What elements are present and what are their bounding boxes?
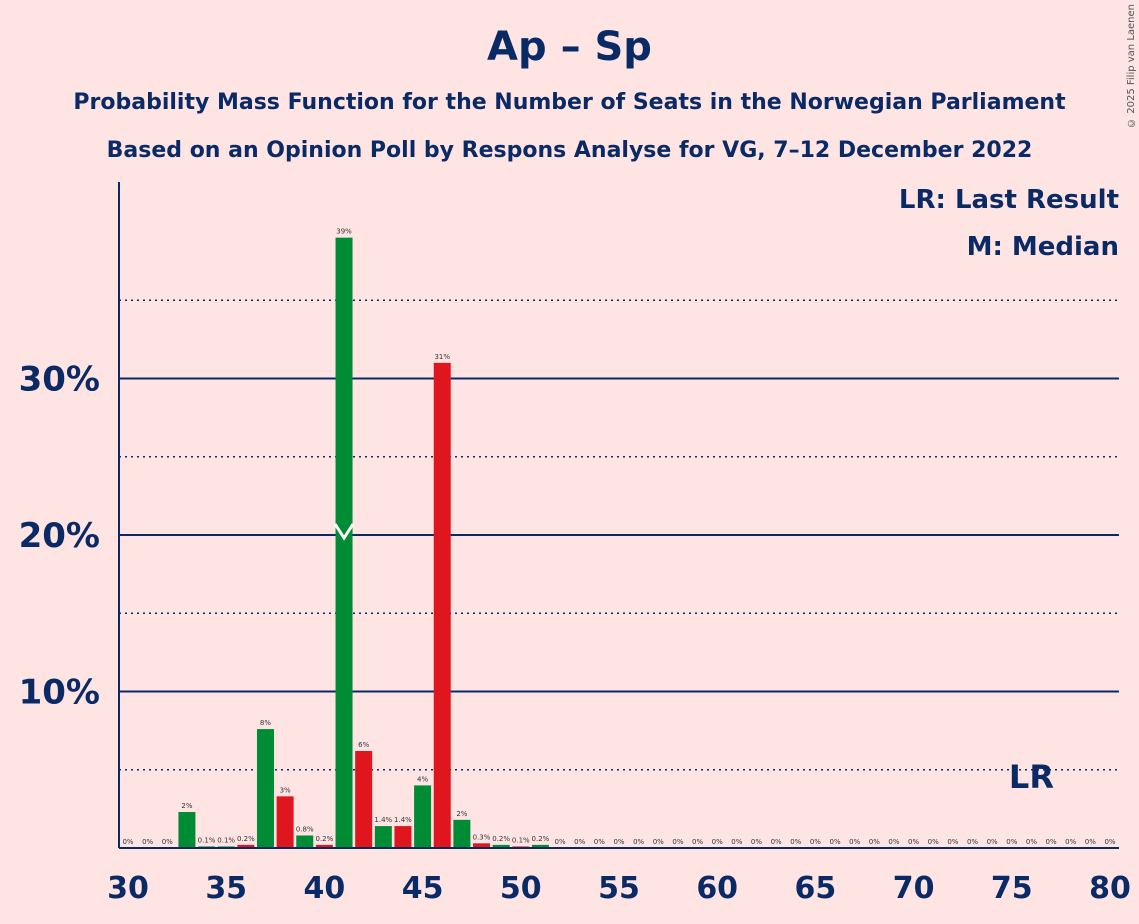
bar-value-label: 0% bbox=[1046, 838, 1057, 846]
legend-median: M: Median bbox=[966, 232, 1119, 262]
bar-seat-40 bbox=[315, 844, 333, 848]
x-tick-label: 65 bbox=[795, 871, 837, 906]
x-tick-label: 80 bbox=[1089, 871, 1131, 906]
y-tick-label: 20% bbox=[19, 516, 100, 556]
bar-value-label: 0% bbox=[987, 838, 998, 846]
bar-value-label: 0.3% bbox=[473, 833, 491, 841]
bar-value-label: 1.4% bbox=[374, 816, 392, 824]
median-marker bbox=[333, 523, 355, 541]
bar-value-label: 2% bbox=[456, 810, 467, 818]
bar-value-label: 0% bbox=[142, 838, 153, 846]
x-tick-label: 30 bbox=[107, 871, 149, 906]
bar-seat-39 bbox=[296, 835, 314, 848]
bar-value-label: 0% bbox=[1085, 838, 1096, 846]
bar-value-label: 4% bbox=[417, 775, 428, 783]
bar-value-label: 0% bbox=[790, 838, 801, 846]
axes: 10% 20% 30% 30 35 40 45 50 55 60 65 70 75 80 bbox=[19, 182, 1131, 906]
bar-seat-43 bbox=[374, 826, 392, 848]
bar-value-label: 0.2% bbox=[532, 835, 550, 843]
bar-value-label: 0% bbox=[672, 838, 683, 846]
bar-value-label: 0% bbox=[1065, 838, 1076, 846]
bar-value-label: 0.1% bbox=[512, 836, 530, 844]
bar-value-label: 0% bbox=[908, 838, 919, 846]
bar-seat-36 bbox=[237, 844, 255, 848]
bar-value-label: 0% bbox=[1026, 838, 1037, 846]
chart-title: Ap – Sp bbox=[487, 24, 652, 70]
x-tick-label: 60 bbox=[696, 871, 738, 906]
bar-seat-45 bbox=[414, 785, 432, 848]
x-tick-label: 35 bbox=[205, 871, 247, 906]
bar-value-label: 0% bbox=[692, 838, 703, 846]
bar-value-label: 0% bbox=[947, 838, 958, 846]
bar-value-label: 0% bbox=[162, 838, 173, 846]
bar-value-label: 0% bbox=[829, 838, 840, 846]
bar-value-label: 0.2% bbox=[316, 835, 334, 843]
bar-value-label: 0.1% bbox=[217, 836, 235, 844]
bar-seat-46 bbox=[433, 362, 451, 848]
bar-value-label: 3% bbox=[280, 786, 291, 794]
y-tick-label: 10% bbox=[19, 673, 100, 713]
chart-subtitle-1: Probability Mass Function for the Number… bbox=[73, 90, 1066, 115]
bar-value-label: 0% bbox=[928, 838, 939, 846]
bar-value-label: 31% bbox=[434, 353, 450, 361]
y-tick-label: 30% bbox=[19, 360, 100, 400]
legend-last-result: LR: Last Result bbox=[898, 185, 1119, 215]
bar-seat-51 bbox=[531, 844, 549, 848]
bar-seat-38 bbox=[276, 796, 294, 848]
bar-value-label: 0% bbox=[613, 838, 624, 846]
bar-value-label: 0% bbox=[1006, 838, 1017, 846]
bar-value-label: 0.8% bbox=[296, 825, 314, 833]
bar-seat-41 bbox=[335, 237, 353, 848]
bar-seat-49 bbox=[492, 844, 510, 848]
x-tick-label: 55 bbox=[598, 871, 640, 906]
bar-value-label: 0% bbox=[869, 838, 880, 846]
x-tick-label: 50 bbox=[500, 871, 542, 906]
bar-value-label: 0% bbox=[849, 838, 860, 846]
bar-value-label: 39% bbox=[336, 228, 352, 236]
bar-value-label: 0% bbox=[888, 838, 899, 846]
bar-value-label: 0% bbox=[731, 838, 742, 846]
bar-value-label: 0% bbox=[122, 838, 133, 846]
bar-seat-33 bbox=[178, 812, 196, 848]
bar-seat-47 bbox=[453, 819, 471, 848]
bar-value-label: 0% bbox=[574, 838, 585, 846]
bar-value-label: 0% bbox=[633, 838, 644, 846]
x-tick-label: 40 bbox=[304, 871, 346, 906]
bar-seat-48 bbox=[473, 843, 491, 848]
bar-value-label: 0.2% bbox=[492, 835, 510, 843]
bar-value-label: 0% bbox=[967, 838, 978, 846]
last-result-marker: LR bbox=[1009, 758, 1054, 796]
bars bbox=[178, 237, 549, 848]
chart-subtitle-2: Based on an Opinion Poll by Respons Anal… bbox=[106, 138, 1033, 163]
bar-value-label: 0% bbox=[594, 838, 605, 846]
bar-value-label: 0% bbox=[555, 838, 566, 846]
bar-value-label: 2% bbox=[181, 802, 192, 810]
bar-labels: 0% 0% 0%2%0.1% 0.1% 0.2%8%3%0.8%0.2%39%6%1.4… bbox=[122, 228, 1115, 846]
bar-value-label: 0% bbox=[751, 838, 762, 846]
x-tick-label: 75 bbox=[991, 871, 1033, 906]
bar-seat-37 bbox=[256, 729, 274, 848]
bar-seat-44 bbox=[394, 826, 412, 848]
bar-value-label: 0% bbox=[771, 838, 782, 846]
bar-value-label: 1.4% bbox=[394, 816, 412, 824]
bar-value-label: 0% bbox=[653, 838, 664, 846]
bar-value-label: 8% bbox=[260, 719, 271, 727]
bar-value-label: 0% bbox=[810, 838, 821, 846]
x-tick-label: 45 bbox=[402, 871, 444, 906]
bar-seat-42 bbox=[355, 750, 373, 848]
bar-value-label: 0% bbox=[1104, 838, 1115, 846]
x-tick-label: 70 bbox=[893, 871, 935, 906]
bar-value-label: 0.1% bbox=[198, 836, 216, 844]
bar-value-label: 6% bbox=[358, 741, 369, 749]
bar-value-label: 0.2% bbox=[237, 835, 255, 843]
gridlines bbox=[119, 299, 1119, 771]
bar-value-label: 0% bbox=[712, 838, 723, 846]
